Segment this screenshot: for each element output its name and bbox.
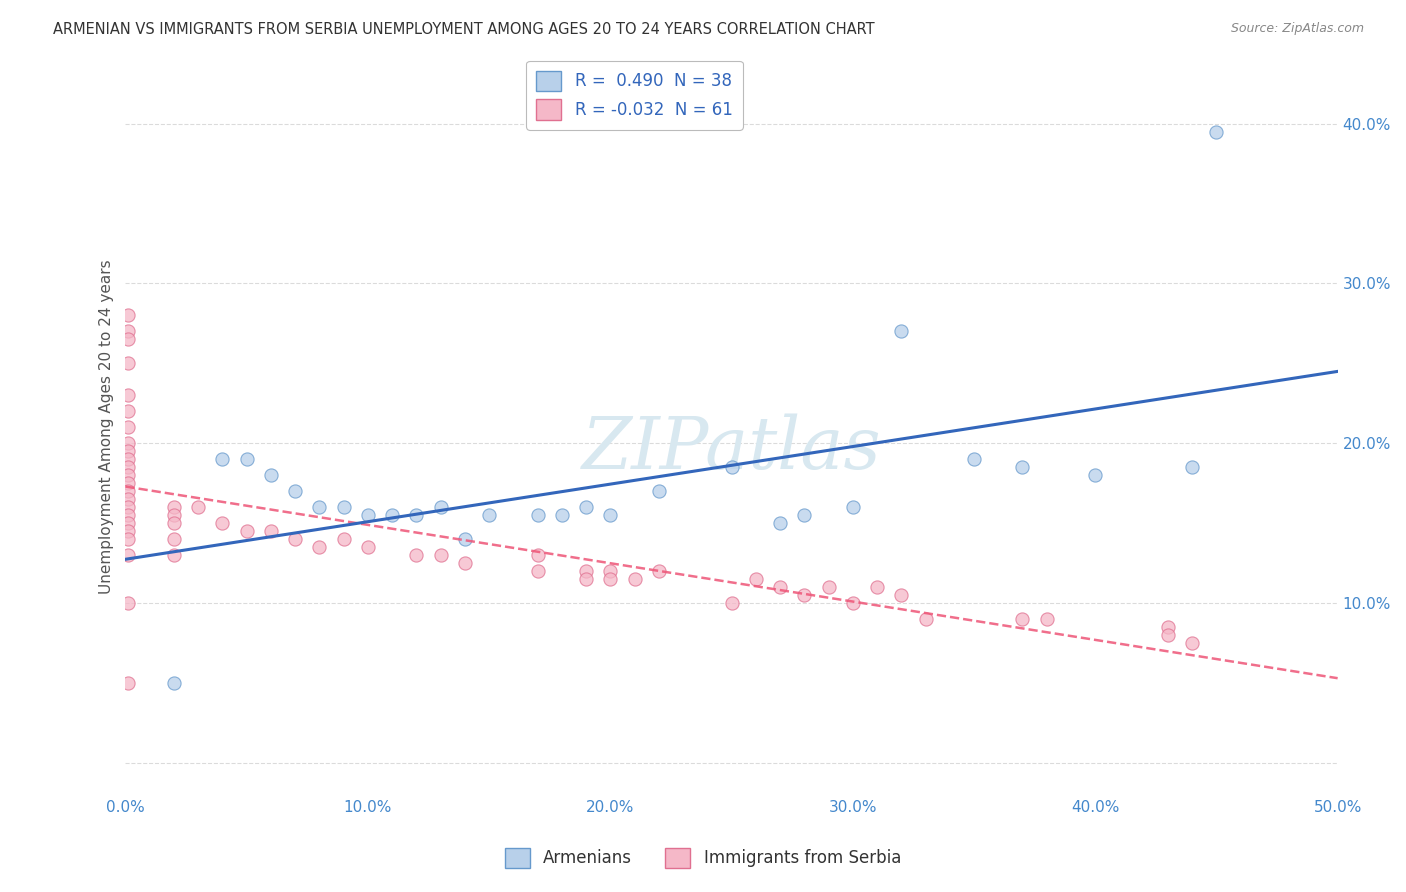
Point (745, 572, 768, 586)
Point (260, 468, 283, 483)
Point (163, 500, 186, 514)
Point (117, 468, 139, 483)
Point (117, 548, 139, 562)
Point (817, 580, 839, 594)
Point (1157, 628, 1180, 642)
Point (117, 500, 139, 514)
Point (599, 564, 621, 578)
Point (623, 572, 645, 586)
Point (1035, 612, 1057, 626)
Point (260, 524, 283, 538)
Point (117, 484, 139, 499)
Point (332, 500, 354, 514)
Point (381, 508, 404, 522)
Point (117, 436, 139, 450)
Point (235, 452, 257, 467)
Point (117, 524, 139, 538)
Point (117, 596, 139, 610)
Point (526, 548, 548, 562)
Point (117, 491, 139, 506)
Point (478, 508, 501, 522)
Point (842, 596, 865, 610)
Point (866, 580, 889, 594)
Point (163, 676, 186, 690)
Point (526, 508, 548, 522)
Point (117, 308, 139, 322)
Point (117, 508, 139, 522)
Point (332, 532, 354, 546)
Point (526, 564, 548, 578)
Point (117, 532, 139, 546)
Point (1181, 460, 1204, 475)
Point (769, 580, 792, 594)
Point (163, 516, 186, 530)
Point (163, 532, 186, 546)
Point (890, 588, 912, 602)
Point (454, 556, 477, 570)
Point (117, 356, 139, 370)
Point (599, 572, 621, 586)
Point (575, 500, 598, 514)
Point (284, 484, 307, 499)
Point (117, 420, 139, 434)
Text: ARMENIAN VS IMMIGRANTS FROM SERBIA UNEMPLOYMENT AMONG AGES 20 TO 24 YEARS CORREL: ARMENIAN VS IMMIGRANTS FROM SERBIA UNEMP… (53, 22, 875, 37)
Point (117, 452, 139, 467)
Point (720, 460, 742, 475)
Point (1011, 612, 1033, 626)
Point (405, 508, 427, 522)
Point (1181, 636, 1204, 650)
Point (211, 452, 233, 467)
Point (163, 548, 186, 562)
Point (599, 508, 621, 522)
Point (551, 508, 574, 522)
Legend: R =  0.490  N = 38, R = -0.032  N = 61: R = 0.490 N = 38, R = -0.032 N = 61 (526, 61, 742, 129)
Point (793, 588, 815, 602)
Point (1084, 468, 1107, 483)
Point (117, 476, 139, 491)
Point (1011, 460, 1033, 475)
Point (117, 388, 139, 402)
Point (963, 452, 986, 467)
Point (648, 564, 671, 578)
Point (914, 612, 936, 626)
Point (117, 460, 139, 475)
Point (575, 564, 598, 578)
Point (575, 572, 598, 586)
Point (429, 548, 451, 562)
Point (117, 404, 139, 418)
Point (793, 508, 815, 522)
Point (211, 516, 233, 530)
Point (284, 532, 307, 546)
Point (648, 484, 671, 499)
Point (117, 332, 139, 346)
Text: Source: ZipAtlas.com: Source: ZipAtlas.com (1230, 22, 1364, 36)
Point (429, 500, 451, 514)
Point (187, 500, 209, 514)
Y-axis label: Unemployment Among Ages 20 to 24 years: Unemployment Among Ages 20 to 24 years (100, 260, 114, 594)
Point (117, 324, 139, 338)
Point (769, 516, 792, 530)
Point (890, 324, 912, 338)
Point (117, 676, 139, 690)
Point (308, 500, 330, 514)
Legend: Armenians, Immigrants from Serbia: Armenians, Immigrants from Serbia (498, 841, 908, 875)
Point (720, 596, 742, 610)
Text: ZIPatlas: ZIPatlas (582, 414, 882, 484)
Point (357, 508, 380, 522)
Point (357, 540, 380, 554)
Point (117, 516, 139, 530)
Point (454, 532, 477, 546)
Point (235, 524, 257, 538)
Point (117, 444, 139, 458)
Point (1157, 620, 1180, 634)
Point (163, 508, 186, 522)
Point (405, 548, 427, 562)
Point (1205, 124, 1227, 138)
Point (308, 540, 330, 554)
Point (842, 500, 865, 514)
